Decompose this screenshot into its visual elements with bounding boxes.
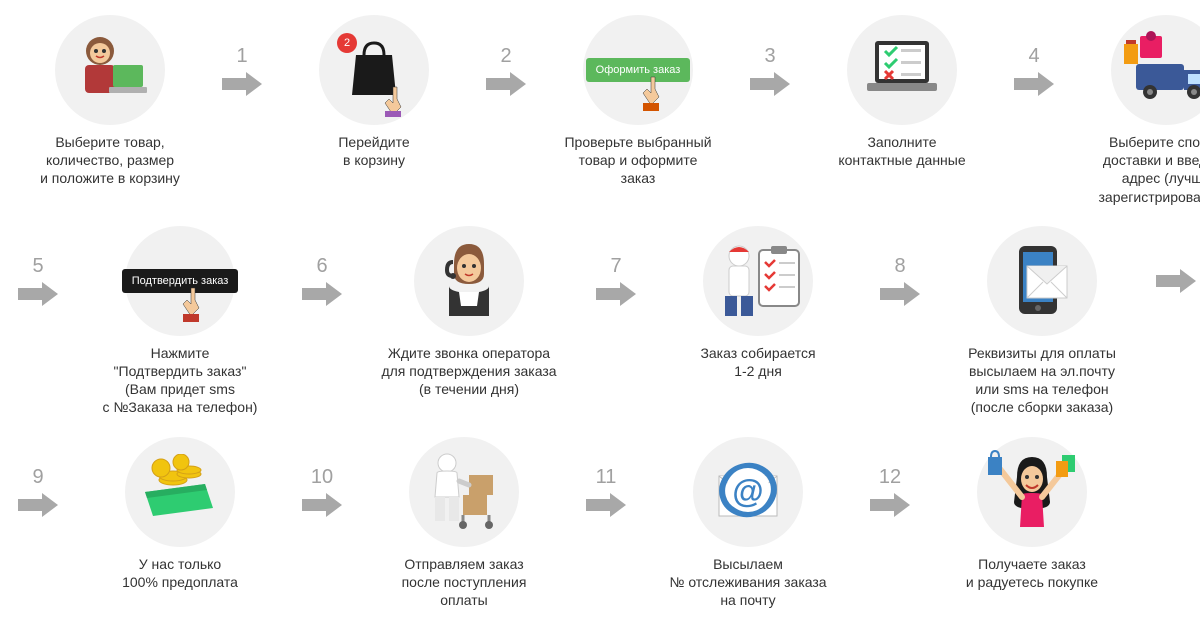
step-label: Выберите товар, количество, размер и пол… [40, 133, 180, 188]
operator-icon [414, 226, 524, 336]
step-label: Реквизиты для оплаты высылаем на эл.почт… [968, 344, 1116, 417]
arrow-9: 9 [10, 437, 66, 547]
flow-row-3: 9 У нас только 100 [10, 437, 1190, 610]
step-label: Нажмите "Подтвердить заказ" (Вам придет … [103, 344, 258, 417]
checkout-button-icon: Оформить заказ [583, 15, 693, 125]
shopping-bag-icon: 2 [319, 15, 429, 125]
step-circle [55, 15, 165, 125]
arrow-icon [18, 493, 58, 517]
step-number: 6 [316, 255, 327, 278]
step-circle: @ [693, 437, 803, 547]
arrow-icon [486, 72, 526, 96]
step-circle [703, 226, 813, 336]
step-number: 11 [596, 466, 617, 489]
pointer-hand-icon [379, 85, 407, 117]
flow-row-2: 5 Подтвердить заказ Нажмите "Подтвердить… [10, 226, 1190, 417]
step-1: 2 Перейдите в корзину [274, 15, 474, 169]
step-10: Отправляем заказ после поступления оплат… [354, 437, 574, 610]
email-at-icon: @ [693, 437, 803, 547]
arrow-3: 3 [742, 15, 798, 125]
worker-clipboard-icon [703, 226, 813, 336]
arrow-icon [302, 282, 342, 306]
arrow-2: 2 [478, 15, 534, 125]
step-circle [977, 437, 1087, 547]
step-9: У нас только 100% предоплата [70, 437, 290, 591]
arrow-icon [1156, 269, 1196, 293]
step-number: 9 [32, 466, 43, 489]
step-number: 10 [311, 466, 333, 489]
arrow-11: 11 [578, 437, 634, 547]
step-number: 12 [879, 466, 901, 489]
arrow-icon [880, 282, 920, 306]
step-label: Высылаем № отслеживания заказа на почту [669, 555, 826, 610]
arrow-7: 7 [588, 226, 644, 336]
step-label: Проверьте выбранный товар и оформите зак… [564, 133, 711, 188]
courier-boxes-icon [409, 437, 519, 547]
arrow-10: 10 [294, 437, 350, 547]
step-circle [409, 437, 519, 547]
step-2: Оформить заказ Проверьте выбранный товар… [538, 15, 738, 188]
step-circle: 2 [319, 15, 429, 125]
arrow-8: 8 [872, 226, 928, 336]
step-number: 8 [894, 255, 905, 278]
step-label: Заказ собирается 1-2 дня [700, 344, 815, 380]
arrow-icon [18, 282, 58, 306]
arrow-12: 12 [862, 437, 918, 547]
arrow-5: 5 [10, 226, 66, 336]
pointer-hand-icon [177, 286, 205, 322]
cart-badge: 2 [337, 33, 357, 53]
step-circle [125, 437, 235, 547]
arrow-4: 4 [1006, 15, 1062, 125]
step-label: Получаете заказ и радуетесь покупке [966, 555, 1098, 591]
step-number: 4 [1028, 45, 1039, 68]
step-8: Реквизиты для оплаты высылаем на эл.почт… [932, 226, 1152, 417]
step-label: Выберите способ доставки и введите адрес… [1098, 133, 1200, 206]
order-flow-infographic: Выберите товар, количество, размер и пол… [10, 15, 1190, 609]
person-laptop-icon [55, 15, 165, 125]
step-label: Ждите звонка оператора для подтверждения… [381, 344, 556, 399]
step-label: Заполните контактные данные [838, 133, 965, 169]
arrow-icon [750, 72, 790, 96]
step-number: 7 [610, 255, 621, 278]
arrow-icon [222, 72, 262, 96]
delivery-truck-icon [1111, 15, 1200, 125]
step-number: 3 [764, 45, 775, 68]
step-circle [414, 226, 524, 336]
arrow-icon [586, 493, 626, 517]
step-label: У нас только 100% предоплата [122, 555, 238, 591]
step-0: Выберите товар, количество, размер и пол… [10, 15, 210, 188]
arrow-icon [870, 493, 910, 517]
step-number: 2 [500, 45, 511, 68]
step-11: @ Высылаем № отслеживания заказа на почт… [638, 437, 858, 610]
step-label: Отправляем заказ после поступления оплат… [402, 555, 527, 610]
step-circle: Подтвердить заказ [125, 226, 235, 336]
arrow-6: 6 [294, 226, 350, 336]
step-3: Заполните контактные данные [802, 15, 1002, 169]
arrow-icon [1014, 72, 1054, 96]
step-12: Получаете заказ и радуетесь покупке [922, 437, 1142, 591]
step-4: Выберите способ доставки и введите адрес… [1066, 15, 1200, 206]
arrow-icon [596, 282, 636, 306]
confirm-button-icon: Подтвердить заказ [125, 226, 235, 336]
happy-shopper-icon [977, 437, 1087, 547]
laptop-checklist-icon [847, 15, 957, 125]
step-label: Перейдите в корзину [338, 133, 409, 169]
arrow-1: 1 [214, 15, 270, 125]
step-circle: Оформить заказ [583, 15, 693, 125]
step-5: Подтвердить заказ Нажмите "Подтвердить з… [70, 226, 290, 417]
flow-row-1: Выберите товар, количество, размер и пол… [10, 15, 1190, 206]
step-circle [847, 15, 957, 125]
svg-text:@: @ [732, 473, 763, 509]
phone-envelope-icon [987, 226, 1097, 336]
arrow-icon [302, 493, 342, 517]
step-number: 1 [236, 45, 247, 68]
step-7: Заказ собирается 1-2 дня [648, 226, 868, 380]
step-number: 5 [32, 255, 43, 278]
arrow-trailing [1156, 226, 1196, 336]
coins-card-icon [125, 437, 235, 547]
pointer-hand-icon [637, 75, 665, 111]
step-circle [1111, 15, 1200, 125]
step-circle [987, 226, 1097, 336]
step-6: Ждите звонка оператора для подтверждения… [354, 226, 584, 399]
